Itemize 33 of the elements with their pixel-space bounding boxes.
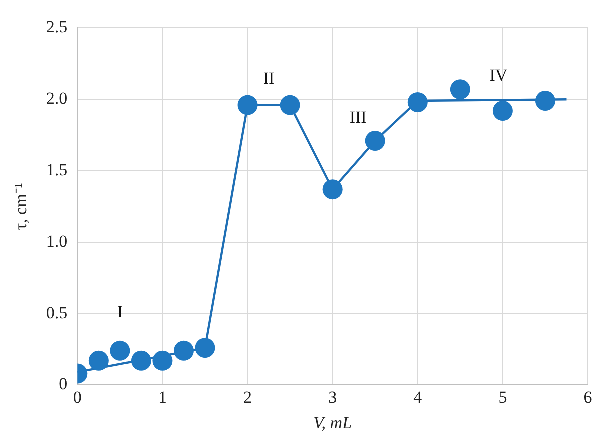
x-tick-label: 1 [158,388,167,407]
annotation: II [263,68,276,88]
point [110,340,130,361]
x-tick-label: 6 [584,388,592,407]
y-tick-label: 1.0 [46,232,68,251]
y-tick-label: 1.5 [46,160,68,180]
annotation: IV [490,66,508,85]
x-axis-title: V, mL [314,413,352,432]
point [174,340,194,361]
x-tick-label: 5 [498,388,508,407]
point [450,80,470,100]
point [131,350,152,371]
y-tick-label: 2.0 [46,89,68,108]
x-tick-label: 2 [244,388,252,407]
point [195,338,216,358]
annotation: I [117,302,124,322]
point [535,91,556,112]
point [365,131,386,152]
x-tick-label: 4 [414,388,423,407]
x-tick-label: 0 [73,388,82,407]
annotation: III [350,108,368,127]
y-tick-label: 2.5 [46,18,68,37]
y-tick-label: 0.5 [46,303,68,322]
point [408,92,428,112]
point [492,101,513,122]
point [152,350,173,371]
y-axis-title: τ, cm⁻¹ [12,183,31,230]
point [322,180,343,200]
point [238,95,258,116]
y-tick-label: 0 [59,374,68,394]
point [88,350,109,371]
point [280,95,300,116]
x-tick-label: 3 [328,388,338,407]
